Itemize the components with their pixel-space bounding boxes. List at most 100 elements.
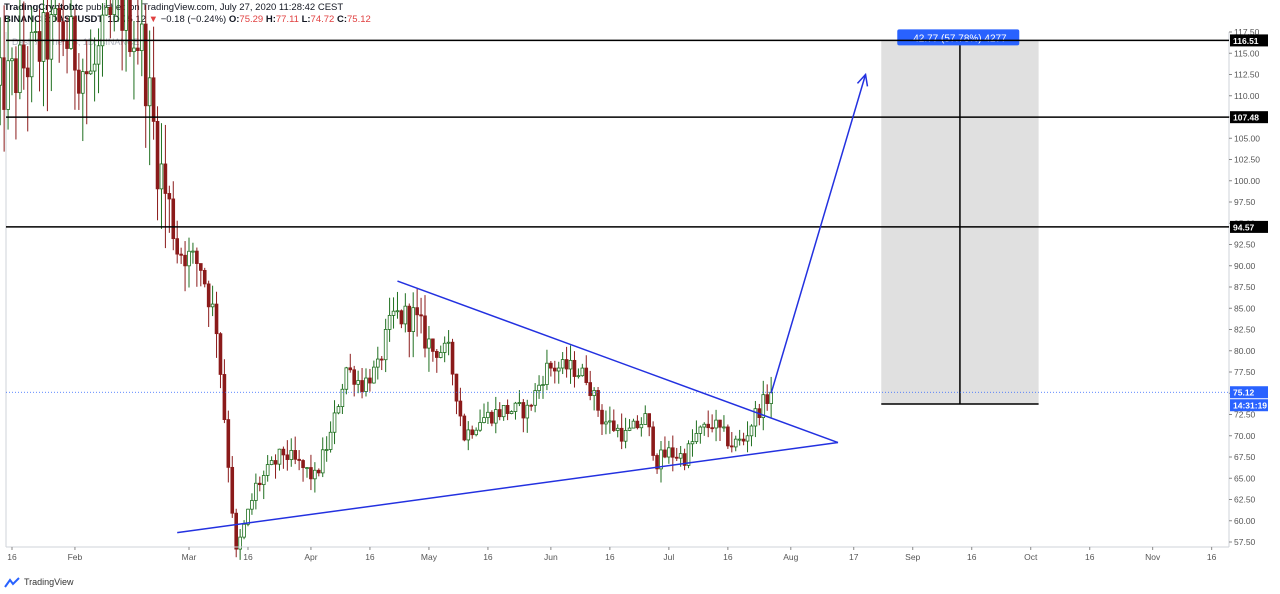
projection-arrow-line[interactable] — [770, 74, 867, 394]
candle-down — [301, 460, 305, 469]
candle-down — [706, 423, 710, 429]
candle-down — [198, 263, 203, 271]
candle-down — [619, 427, 624, 442]
candle-up — [328, 431, 333, 450]
candle-up — [269, 460, 274, 465]
candle-down — [167, 193, 172, 200]
candle-down — [647, 413, 651, 428]
candle-up — [714, 419, 718, 429]
candle-up — [375, 358, 380, 368]
candle-up — [124, 0, 128, 31]
candle-down — [108, 7, 113, 15]
candle-up — [0, 57, 3, 86]
price-tick-label: 92.50 — [1234, 240, 1256, 250]
arrow-head-icon — [856, 72, 869, 87]
candle-up — [733, 438, 738, 448]
candle-up — [147, 77, 152, 107]
candle-down — [136, 47, 140, 52]
candle-up — [643, 413, 648, 425]
candle-up — [568, 359, 573, 370]
candle-up — [541, 384, 545, 386]
price-tick-label: 80.00 — [1234, 346, 1256, 356]
candle-up — [580, 367, 585, 377]
candle-up — [18, 44, 22, 94]
candle-down — [572, 359, 577, 377]
candle-down — [230, 466, 235, 514]
candle-up — [383, 329, 388, 361]
time-tick-label: Sep — [905, 552, 920, 562]
candle-down — [183, 254, 187, 267]
candle-up — [761, 394, 766, 419]
candle-up — [486, 411, 490, 419]
candle-down — [163, 163, 168, 194]
tradingview-logo-icon[interactable] — [4, 576, 20, 588]
candle-up — [737, 438, 742, 441]
candle-down — [348, 367, 353, 371]
candle-down — [450, 341, 455, 375]
candle-up — [246, 508, 250, 525]
time-tick-label: Feb — [68, 552, 83, 562]
candle-up — [364, 377, 368, 392]
candle-up — [332, 412, 337, 433]
price-chart[interactable]: 42.77 (57.78%) 4277 Dash / TetherUS, 1D,… — [0, 0, 1280, 570]
candle-up — [210, 303, 215, 308]
candle-down — [564, 359, 569, 370]
candle-up — [556, 367, 561, 372]
change-value: −0.18 (−0.24%) — [160, 14, 227, 25]
candle-up — [478, 422, 482, 431]
time-tick-label: Mar — [182, 552, 197, 562]
candle-down — [497, 409, 502, 418]
footer-brand[interactable]: TradingView — [24, 577, 74, 587]
triangle-lower-line[interactable] — [177, 441, 839, 534]
candle-up — [254, 482, 258, 501]
candle-down — [143, 23, 148, 107]
candle-up — [493, 409, 498, 424]
candle-up — [403, 305, 408, 325]
down-arrow-icon: ▼ — [148, 14, 159, 25]
triangle-upper-line[interactable] — [397, 280, 839, 444]
candle-down — [214, 303, 219, 335]
candle-down — [600, 409, 604, 425]
candle-up — [592, 390, 596, 396]
candle-down — [549, 362, 553, 369]
high-label: H: — [265, 14, 276, 25]
candle-down — [155, 121, 160, 190]
price-tick-label: 60.00 — [1234, 516, 1256, 526]
time-tick-label: 16 — [7, 552, 17, 562]
candle-up — [10, 58, 14, 62]
time-tick-label: Nov — [1145, 552, 1161, 562]
price-tick-label: 67.50 — [1234, 452, 1256, 462]
last-price-text: 75.12 — [1233, 388, 1255, 398]
candle-down — [2, 57, 6, 110]
time-tick-label: 16 — [723, 552, 733, 562]
candle-up — [238, 536, 242, 550]
candle-up — [69, 16, 73, 49]
level-price-tag — [1230, 34, 1268, 47]
candle-up — [659, 449, 663, 470]
low-value: 74.72 — [310, 14, 335, 25]
price-tick-label: 117.50 — [1234, 27, 1260, 37]
candle-up — [112, 0, 117, 15]
candle-up — [745, 435, 750, 442]
candle-down — [682, 453, 687, 466]
price-axis: 117.50115.00112.50110.00107.50105.00102.… — [1229, 27, 1280, 547]
candle-down — [73, 16, 77, 71]
candle-down — [316, 469, 321, 474]
candle-down — [765, 394, 769, 404]
candle-up — [395, 310, 400, 313]
candle-up — [442, 342, 447, 353]
candle-down — [84, 71, 89, 75]
candle-up — [29, 31, 34, 78]
low-label: L: — [301, 14, 311, 25]
annotation-lines — [5, 32, 1230, 548]
candle-down — [285, 454, 290, 460]
candle-up — [438, 352, 443, 358]
last-price-tag — [1230, 386, 1268, 399]
candle-up — [6, 60, 10, 110]
candle-down — [45, 12, 50, 60]
time-tick-label: 16 — [967, 552, 977, 562]
candle-up — [104, 7, 109, 16]
candle-up — [372, 366, 376, 384]
level-price-tag — [1230, 220, 1268, 233]
close-label: C: — [336, 14, 347, 25]
